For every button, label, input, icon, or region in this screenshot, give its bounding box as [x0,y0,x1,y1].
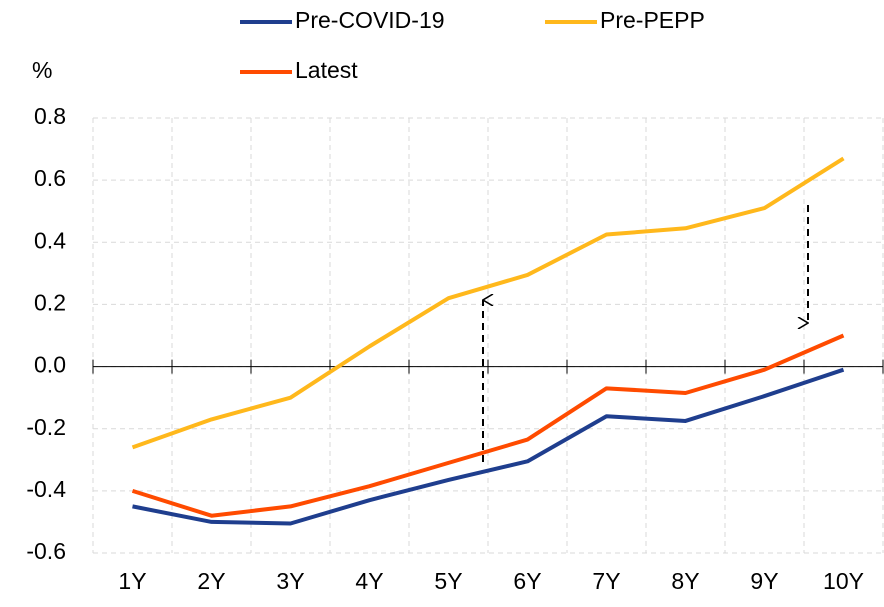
series-line [131,333,845,518]
x-tick-label: 1Y [118,568,146,594]
y-axis-label: % [32,57,52,83]
x-tick-label: 10Y [823,568,864,594]
y-tick-label: -0.4 [26,476,66,502]
y-tick-label: 0.4 [34,227,66,253]
y-tick-label: -0.6 [26,538,66,564]
x-tick-label: 7Y [592,568,620,594]
series-line [131,156,845,450]
y-tick-label: 0.2 [34,290,66,316]
series-line [132,367,845,526]
y-tick-label: 0.0 [34,352,66,378]
x-tick-label: 9Y [750,568,778,594]
x-tick-label: 4Y [355,568,383,594]
x-tick-label: 3Y [276,568,304,594]
y-tick-label: -0.2 [26,414,66,440]
legend-label: Pre-PEPP [600,7,705,33]
y-tick-label: 0.6 [34,165,66,191]
x-tick-label: 6Y [513,568,541,594]
legend-label: Pre-COVID-19 [295,7,445,33]
x-tick-label: 2Y [197,568,225,594]
legend-label: Latest [295,57,358,83]
y-tick-label: 0.8 [34,103,66,129]
x-tick-label: 5Y [434,568,462,594]
x-tick-label: 8Y [671,568,699,594]
plot-area: 0.8 0.6 0.4 0.2 0.0 -0.2 -0.4 -0.6 1Y 2Y 3Y 4Y 5Y 6Y 7… [26,20,884,594]
